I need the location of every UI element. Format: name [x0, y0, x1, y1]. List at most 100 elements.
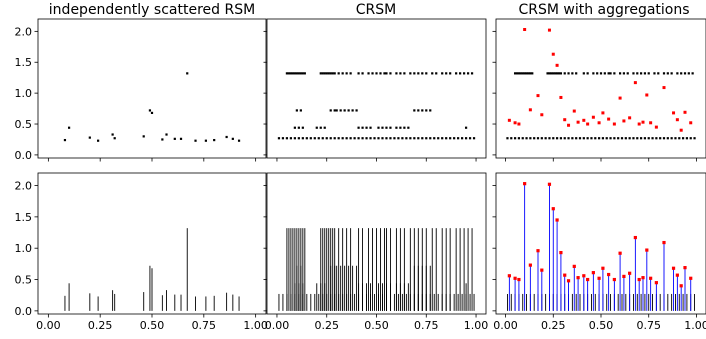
data-point — [464, 126, 468, 129]
data-point — [672, 111, 676, 115]
data-point — [413, 109, 416, 112]
data-point — [333, 109, 336, 112]
data-point — [597, 137, 601, 140]
data-point — [618, 72, 622, 75]
data-point — [670, 137, 673, 140]
data-point — [453, 137, 456, 140]
data-point — [620, 137, 624, 140]
data-point — [459, 72, 462, 75]
data-point — [680, 72, 683, 75]
data-point — [393, 137, 396, 140]
data-point — [461, 137, 464, 140]
y-tick-label: 1.5 — [15, 56, 33, 69]
data-point — [513, 137, 517, 140]
data-point — [513, 121, 517, 125]
data-point — [425, 72, 428, 75]
data-point — [533, 137, 536, 140]
data-point — [361, 72, 364, 75]
data-point — [377, 126, 380, 129]
data-point — [687, 72, 690, 75]
data-point — [337, 137, 340, 140]
data-point — [691, 72, 694, 75]
data-point — [693, 137, 696, 140]
data-point — [567, 137, 570, 140]
data-point — [563, 118, 567, 122]
stem-marker — [597, 276, 601, 280]
data-point — [409, 137, 412, 140]
data-point — [636, 137, 639, 140]
data-point — [654, 125, 658, 129]
data-point — [445, 72, 448, 75]
data-point — [666, 72, 669, 75]
data-point — [586, 122, 590, 126]
data-point — [421, 137, 424, 140]
data-point — [529, 72, 532, 75]
stem-marker — [528, 263, 532, 267]
stem-marker — [612, 277, 616, 282]
data-point — [341, 72, 344, 75]
data-point — [571, 72, 574, 75]
data-point — [554, 72, 557, 75]
data-point — [315, 126, 318, 129]
data-point — [399, 72, 402, 75]
data-point — [381, 137, 384, 140]
stem-marker — [566, 279, 571, 283]
stem-marker — [536, 249, 540, 253]
data-point — [655, 137, 658, 140]
x-tick-label: 0.25 — [88, 319, 113, 332]
data-point — [455, 72, 458, 75]
data-point — [582, 118, 586, 122]
data-point — [632, 137, 635, 140]
data-point — [689, 121, 693, 125]
data-point — [395, 72, 398, 75]
data-point — [683, 110, 687, 114]
axes-frame — [495, 172, 706, 315]
stem-marker — [551, 207, 555, 211]
stem-marker — [563, 273, 567, 277]
data-point — [540, 137, 543, 140]
data-point — [548, 72, 551, 75]
data-point — [657, 72, 660, 75]
data-point — [389, 126, 392, 129]
data-point — [301, 72, 304, 75]
data-point — [464, 137, 468, 140]
data-point — [551, 52, 555, 56]
data-point — [609, 72, 612, 75]
data-point — [361, 126, 364, 129]
data-point — [622, 72, 626, 75]
data-point — [401, 137, 404, 140]
data-point — [225, 135, 228, 139]
data-point — [357, 126, 360, 129]
data-point — [321, 137, 324, 140]
title-right: CRSM with aggregations — [518, 2, 689, 18]
data-point — [578, 137, 582, 140]
x-tick-label: 0.75 — [192, 319, 217, 332]
x-tick-label: 0.00 — [265, 319, 290, 332]
data-point — [337, 72, 340, 75]
data-point — [285, 137, 289, 140]
data-point — [389, 137, 392, 140]
x-tick-label: 0.50 — [140, 319, 165, 332]
data-point — [389, 72, 392, 75]
stem-marker — [637, 277, 641, 282]
data-point — [347, 109, 350, 112]
data-point — [596, 72, 599, 75]
y-tick-label: 0.5 — [15, 118, 33, 131]
data-point — [609, 137, 612, 140]
data-point — [329, 137, 332, 140]
data-point — [375, 72, 378, 75]
data-point — [457, 137, 460, 140]
data-point — [367, 72, 370, 75]
data-point — [607, 72, 610, 75]
data-point — [637, 122, 641, 126]
data-point — [685, 137, 689, 140]
data-point — [472, 137, 476, 140]
stem-marker — [689, 276, 693, 280]
data-point — [369, 137, 372, 140]
data-point — [563, 72, 566, 75]
data-point — [552, 72, 555, 75]
data-point — [559, 95, 563, 99]
stem-marker — [607, 272, 611, 277]
data-point — [628, 116, 632, 120]
data-point — [633, 81, 637, 85]
